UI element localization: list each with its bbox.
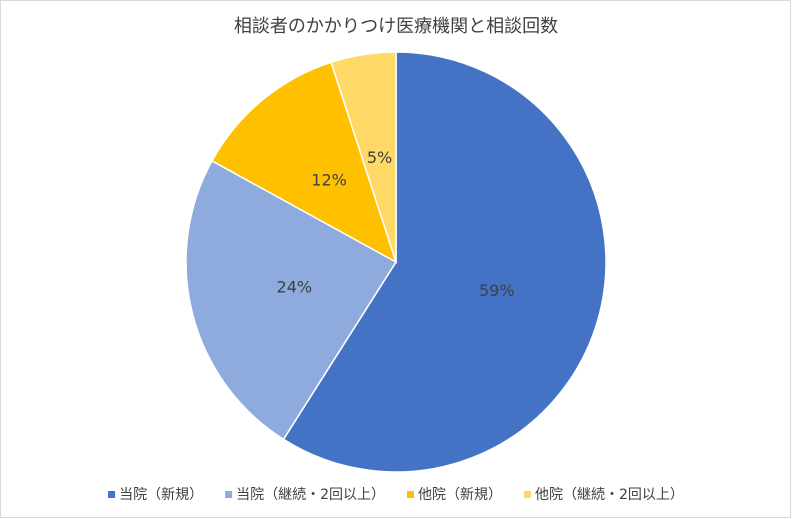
pie-slice <box>185 159 398 441</box>
data-label: 12% <box>311 171 347 190</box>
legend-swatch <box>108 491 116 498</box>
legend-label: 他院（新規） <box>418 487 502 503</box>
pie-slice <box>330 51 397 263</box>
data-label: 59% <box>479 281 515 300</box>
data-label: 24% <box>277 278 313 297</box>
pie-slice <box>210 61 398 264</box>
legend-label: 当院（新規） <box>119 487 203 503</box>
legend-label: 当院（継続・2回以上） <box>236 486 385 503</box>
chart-title: 相談者のかかりつけ医療機関と相談回数 <box>234 16 558 37</box>
legend-label: 他院（継続・2回以上） <box>535 486 684 503</box>
legend-swatch <box>524 491 531 498</box>
legend-swatch <box>225 491 233 498</box>
pie-slice <box>282 51 607 473</box>
data-label: 5% <box>367 148 392 167</box>
legend-swatch <box>407 491 414 498</box>
